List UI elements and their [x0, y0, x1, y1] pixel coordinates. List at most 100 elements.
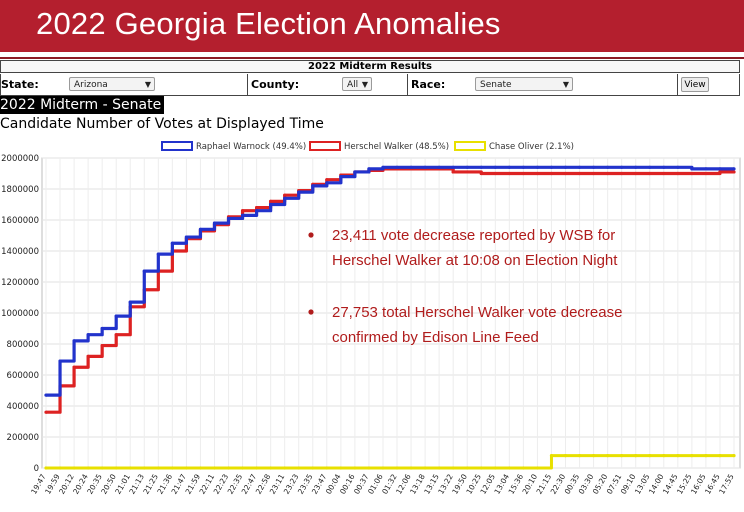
legend-label: Herschel Walker (48.5%) — [344, 142, 449, 152]
data-point — [591, 165, 596, 169]
y-tick-label: 400000 — [7, 402, 39, 412]
data-point — [577, 165, 582, 169]
data-point — [465, 165, 469, 169]
data-point — [297, 190, 301, 194]
data-point — [255, 206, 259, 210]
data-point — [114, 333, 118, 337]
data-point — [507, 165, 511, 169]
data-point — [128, 466, 132, 470]
data-point — [156, 466, 160, 470]
race-select[interactable]: Senate ▼ — [475, 77, 573, 91]
data-point — [732, 167, 736, 171]
data-point — [479, 466, 483, 470]
data-point — [198, 466, 203, 470]
data-point — [606, 454, 610, 458]
data-point — [409, 466, 413, 470]
data-point — [732, 454, 736, 458]
data-point — [690, 454, 694, 458]
data-point — [100, 466, 104, 470]
data-point — [283, 466, 287, 470]
page-title: 2022 Georgia Election Anomalies — [36, 6, 501, 41]
data-point — [732, 170, 736, 174]
legend-label: Chase Oliver (2.1%) — [489, 142, 574, 152]
data-point — [58, 466, 62, 470]
chart-legend: Raphael Warnock (49.4%) Herschel Walker (… — [161, 141, 574, 152]
chart-annotations: 23,411 vote decrease reported by WSB for… — [308, 227, 622, 346]
data-point — [451, 466, 455, 470]
data-point — [521, 171, 525, 176]
data-point — [620, 165, 624, 169]
data-point — [339, 466, 343, 470]
x-axis: 19:4719:5920:1220:2420:3520:5021:0121:13… — [29, 472, 736, 495]
data-point — [100, 326, 104, 331]
data-point — [198, 227, 203, 231]
data-point — [591, 171, 596, 176]
data-point — [437, 466, 441, 470]
data-point — [634, 171, 638, 176]
data-point — [591, 454, 596, 458]
data-point — [44, 393, 48, 397]
data-point — [381, 466, 385, 470]
y-tick-label: 200000 — [7, 433, 39, 443]
county-select[interactable]: All ▼ — [342, 77, 372, 91]
data-point — [606, 165, 610, 169]
data-point — [395, 165, 399, 169]
data-point — [86, 333, 90, 337]
data-point — [142, 269, 146, 273]
data-point — [44, 410, 48, 414]
chevron-down-icon: ▼ — [361, 80, 368, 89]
data-point — [704, 171, 708, 176]
data-point — [367, 466, 371, 470]
data-point — [535, 165, 540, 169]
view-button[interactable]: View — [681, 77, 709, 92]
data-point — [718, 167, 722, 171]
data-point — [240, 209, 245, 213]
chevron-down-icon: ▼ — [144, 80, 151, 89]
data-point — [662, 171, 666, 176]
data-point — [311, 466, 315, 470]
x-tick-label: 17:55 — [717, 472, 736, 495]
data-point — [634, 454, 638, 458]
annotation-text: 23,411 vote decrease reported by WSB for — [332, 227, 615, 244]
chart-series — [44, 165, 736, 470]
bullet-icon — [308, 309, 314, 315]
data-point — [423, 466, 427, 470]
race-select-value: Senate — [480, 80, 512, 90]
data-point — [563, 165, 568, 169]
state-select[interactable]: Arizona ▼ — [69, 77, 155, 91]
data-point — [226, 466, 231, 470]
legend-swatch — [454, 141, 486, 151]
data-point — [676, 165, 680, 169]
data-point — [493, 466, 497, 470]
data-point — [255, 466, 259, 470]
data-point — [325, 178, 329, 182]
y-tick-label: 1800000 — [1, 185, 39, 195]
data-point — [507, 466, 511, 470]
banner-divider — [0, 52, 744, 57]
data-point — [676, 454, 680, 458]
data-point — [86, 354, 90, 358]
y-tick-label: 2000000 — [1, 154, 39, 164]
data-point — [226, 216, 231, 221]
data-point — [367, 167, 371, 171]
chart-grid — [41, 157, 741, 469]
data-point — [170, 466, 174, 470]
data-point — [549, 165, 554, 169]
data-point — [690, 171, 694, 176]
votes-line-chart: Raphael Warnock (49.4%) Herschel Walker (… — [1, 141, 741, 496]
data-point — [283, 193, 287, 197]
data-point — [156, 252, 160, 256]
data-point — [451, 170, 455, 174]
data-point — [479, 171, 483, 176]
data-point — [100, 343, 104, 348]
legend-swatch — [309, 141, 341, 151]
data-point — [620, 171, 624, 176]
data-point — [521, 466, 525, 470]
data-point — [297, 466, 301, 470]
data-point — [58, 359, 62, 363]
data-point — [577, 454, 582, 458]
series-line — [46, 165, 734, 397]
y-tick-label: 1200000 — [1, 278, 39, 288]
county-select-value: All — [347, 80, 359, 90]
data-point — [170, 241, 174, 245]
